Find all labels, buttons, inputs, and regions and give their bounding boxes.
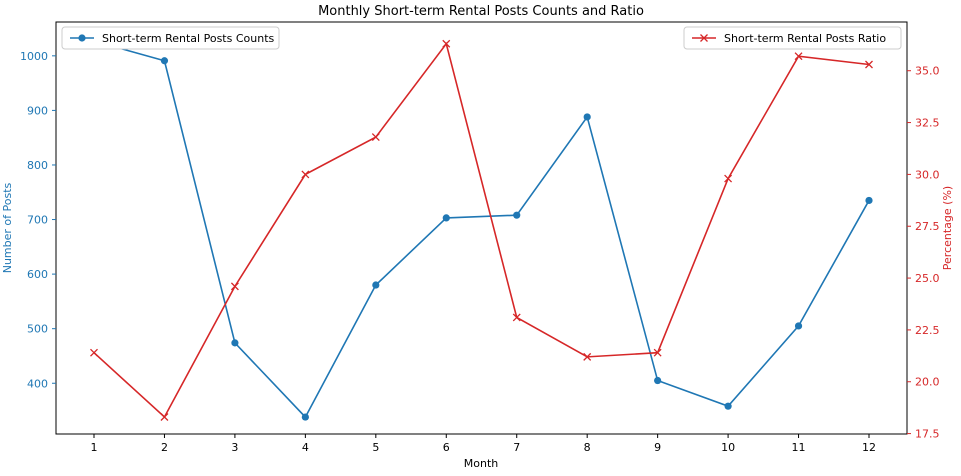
right-y-tick-label: 22.5 <box>915 324 940 337</box>
counts-data-point <box>231 339 239 347</box>
x-tick-label: 1 <box>91 441 98 454</box>
left-y-tick-label: 500 <box>27 323 48 336</box>
x-axis-label: Month <box>464 457 499 470</box>
right-y-tick-label: 20.0 <box>915 376 940 389</box>
ratio-data-point <box>230 282 239 291</box>
legend-swatch-marker <box>700 34 708 42</box>
x-tick-label: 5 <box>372 441 379 454</box>
counts-data-point <box>442 214 450 222</box>
counts-legend-box <box>61 26 280 50</box>
counts-data-point <box>583 113 591 121</box>
counts-data-point <box>513 211 521 219</box>
left-y-axis-label: Number of Posts <box>1 182 14 273</box>
counts-data-point <box>724 402 732 410</box>
right-y-tick-label: 17.5 <box>915 428 940 441</box>
left-y-tick-label: 400 <box>27 377 48 390</box>
left-y-tick-label: 600 <box>27 268 48 281</box>
counts-data-point <box>865 196 873 205</box>
x-tick-label: 6 <box>443 441 450 454</box>
counts-series-line <box>93 40 870 419</box>
ratio-data-point <box>583 352 592 361</box>
left-y-tick-label: 700 <box>27 214 48 227</box>
counts-legend-label: Short-term Rental Posts Counts <box>102 32 275 45</box>
x-tick-label: 10 <box>721 441 735 454</box>
plot-frame <box>55 21 908 435</box>
counts-data-point <box>654 376 662 385</box>
counts-data-point <box>372 281 380 289</box>
x-tick-label: 4 <box>302 441 309 454</box>
ratio-data-point <box>371 133 380 142</box>
x-tick-label: 11 <box>792 441 806 454</box>
ratio-data-point <box>724 174 733 183</box>
x-tick-label: 9 <box>654 441 661 454</box>
right-y-tick-label: 35.0 <box>915 65 940 78</box>
ratio-data-point <box>794 52 803 61</box>
x-tick-label: 2 <box>161 441 168 454</box>
ratio-data-point <box>865 60 873 69</box>
ratio-data-point <box>442 39 451 48</box>
right-y-tick-label: 32.5 <box>915 117 940 130</box>
left-y-tick-label: 900 <box>27 104 48 117</box>
left-y-tick-label: 800 <box>27 159 48 172</box>
right-y-tick-label: 27.5 <box>915 220 940 233</box>
x-tick-label: 3 <box>231 441 238 454</box>
counts-data-point <box>160 57 169 65</box>
right-y-axis-label: Percentage (%) <box>941 186 954 270</box>
ratio-legend-label: Short-term Rental Posts Ratio <box>724 32 886 45</box>
ratio-data-point <box>160 413 169 421</box>
ratio-data-point <box>90 348 98 357</box>
x-tick-label: 8 <box>584 441 591 454</box>
legend-swatch-marker <box>78 34 86 42</box>
ratio-data-point <box>653 348 662 357</box>
chart-title: Monthly Short-term Rental Posts Counts a… <box>318 4 644 19</box>
x-tick-label: 7 <box>513 441 520 454</box>
right-y-tick-label: 30.0 <box>915 168 940 181</box>
ratio-legend-box <box>683 26 902 50</box>
right-y-tick-label: 25.0 <box>915 272 940 285</box>
counts-data-point <box>794 322 803 330</box>
ratio-series-line <box>93 41 870 419</box>
x-tick-label: 12 <box>862 441 876 454</box>
ratio-data-point <box>512 313 521 322</box>
left-y-tick-label: 1000 <box>20 50 48 63</box>
ratio-data-point <box>301 170 310 179</box>
counts-data-point <box>301 413 309 421</box>
